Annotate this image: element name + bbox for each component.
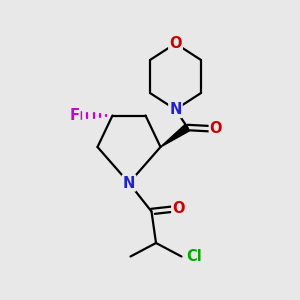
Text: O: O [172,201,185,216]
Text: Cl: Cl [186,249,202,264]
Text: N: N [169,102,182,117]
Text: O: O [210,122,222,136]
Text: N: N [123,176,135,190]
Text: F: F [70,108,80,123]
Polygon shape [160,124,190,147]
Text: O: O [169,36,182,51]
